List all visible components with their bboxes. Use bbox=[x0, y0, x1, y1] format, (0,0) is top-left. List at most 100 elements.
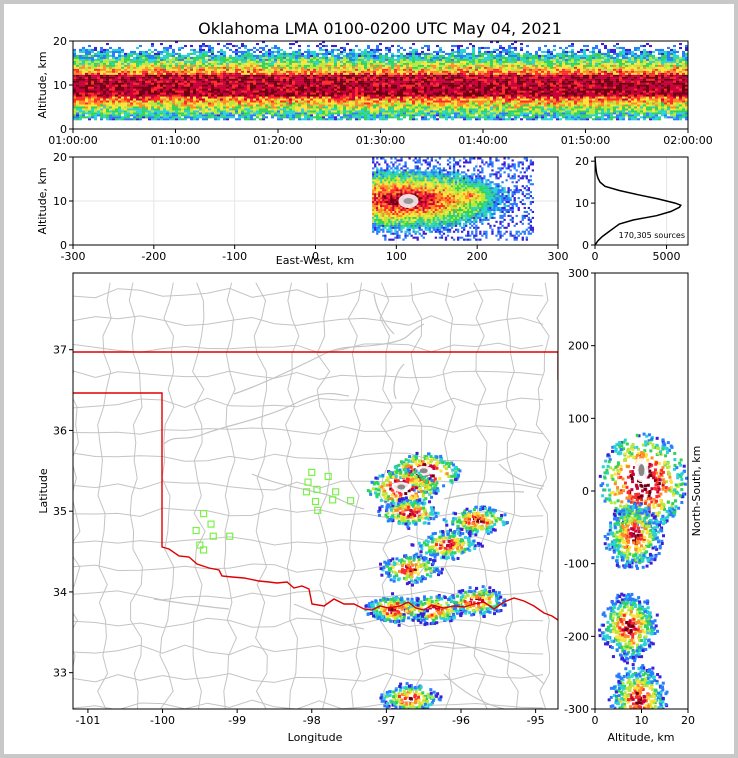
time-density-cell bbox=[175, 76, 178, 79]
time-density-cell bbox=[280, 94, 283, 97]
time-density-cell bbox=[187, 110, 190, 113]
time-density-cell bbox=[208, 76, 211, 79]
time-density-cell bbox=[274, 84, 277, 87]
time-density-cell bbox=[343, 64, 346, 67]
time-density-cell bbox=[436, 84, 439, 87]
time-density-cell bbox=[196, 92, 199, 95]
time-density-cell bbox=[193, 114, 196, 117]
time-density-cell bbox=[361, 104, 364, 107]
time-density-cell bbox=[205, 64, 208, 67]
time-density-cell bbox=[463, 56, 466, 59]
time-density-cell bbox=[379, 70, 382, 73]
time-density-cell bbox=[247, 56, 250, 59]
time-density-cell bbox=[391, 110, 394, 113]
time-density-cell bbox=[154, 116, 157, 119]
time-density-cell bbox=[100, 88, 103, 91]
time-density-cell bbox=[427, 102, 430, 105]
time-density-cell bbox=[292, 74, 295, 77]
time-density-cell bbox=[406, 82, 409, 85]
time-density-cell bbox=[190, 44, 193, 48]
time-density-cell bbox=[223, 54, 226, 57]
time-density-cell bbox=[397, 60, 400, 63]
time-density-cell bbox=[316, 74, 319, 77]
time-density-cell bbox=[85, 116, 88, 119]
time-density-cell bbox=[295, 50, 298, 53]
time-density-cell bbox=[121, 78, 124, 81]
time-density-cell bbox=[256, 108, 259, 111]
time-density-cell bbox=[253, 90, 256, 93]
time-density-cell bbox=[499, 80, 502, 83]
time-density-cell bbox=[328, 62, 331, 65]
time-density-cell bbox=[151, 74, 154, 77]
time-density-cell bbox=[298, 108, 301, 111]
time-density-cell bbox=[322, 82, 325, 85]
time-density-cell bbox=[364, 88, 367, 91]
time-density-cell bbox=[451, 90, 454, 93]
time-density-cell bbox=[475, 116, 478, 119]
time-density-cell bbox=[256, 48, 259, 52]
time-density-cell bbox=[337, 110, 340, 113]
time-density-cell bbox=[190, 92, 193, 95]
time-density-cell bbox=[328, 52, 331, 55]
time-density-cell bbox=[271, 80, 274, 83]
time-density-cell bbox=[292, 78, 295, 81]
time-density-cell bbox=[370, 104, 373, 107]
time-density-cell bbox=[364, 58, 367, 61]
time-density-cell bbox=[172, 82, 175, 85]
time-density-cell bbox=[298, 78, 301, 81]
time-density-cell bbox=[376, 58, 379, 61]
time-density-cell bbox=[289, 76, 292, 79]
time-density-cell bbox=[316, 116, 319, 119]
time-density-cell bbox=[115, 102, 118, 105]
time-density-cell bbox=[220, 106, 223, 109]
time-density-cell bbox=[436, 78, 439, 81]
time-density-cell bbox=[268, 108, 271, 111]
time-density-cell bbox=[352, 70, 355, 73]
time-density-cell bbox=[346, 72, 349, 75]
time-density-cell bbox=[436, 86, 439, 89]
time-density-cell bbox=[421, 74, 424, 77]
time-density-cell bbox=[211, 112, 214, 115]
time-density-cell bbox=[217, 54, 220, 57]
time-density-cell bbox=[310, 114, 313, 117]
time-density-cell bbox=[469, 66, 472, 69]
time-density-cell bbox=[157, 118, 160, 121]
time-density-cell bbox=[283, 70, 286, 73]
time-density-cell bbox=[340, 96, 343, 99]
time-density-cell bbox=[136, 88, 139, 91]
time-density-cell bbox=[427, 44, 430, 48]
time-density-cell bbox=[148, 52, 151, 55]
time-density-cell bbox=[103, 60, 106, 63]
time-density-cell bbox=[154, 60, 157, 63]
time-density-cell bbox=[346, 52, 349, 55]
time-density-cell bbox=[256, 58, 259, 61]
time-density-cell bbox=[145, 58, 148, 61]
time-density-cell bbox=[472, 62, 475, 65]
time-density-cell bbox=[133, 104, 136, 107]
time-density-cell bbox=[199, 112, 202, 115]
time-density-cell bbox=[457, 60, 460, 63]
time-density-cell bbox=[238, 110, 241, 113]
time-density-cell bbox=[145, 62, 148, 65]
time-density-cell bbox=[202, 80, 205, 83]
time-density-cell bbox=[112, 108, 115, 111]
time-density-cell bbox=[454, 60, 457, 63]
time-density-cell bbox=[427, 74, 430, 77]
time-density-cell bbox=[403, 58, 406, 61]
time-density-cell bbox=[343, 66, 346, 69]
time-density-cell bbox=[280, 80, 283, 83]
time-density-cell bbox=[289, 112, 292, 115]
time-density-cell bbox=[487, 80, 490, 83]
time-density-cell bbox=[154, 106, 157, 109]
time-density-cell bbox=[187, 108, 190, 111]
time-density-cell bbox=[202, 92, 205, 95]
time-density-cell bbox=[388, 46, 391, 50]
time-density-cell bbox=[412, 54, 415, 57]
time-density-cell bbox=[379, 92, 382, 95]
time-density-cell bbox=[418, 112, 421, 115]
time-density-cell bbox=[181, 78, 184, 81]
time-density-cell bbox=[130, 92, 133, 95]
time-density-cell bbox=[448, 112, 451, 115]
time-density-cell bbox=[256, 88, 259, 91]
time-density-cell bbox=[76, 64, 79, 67]
